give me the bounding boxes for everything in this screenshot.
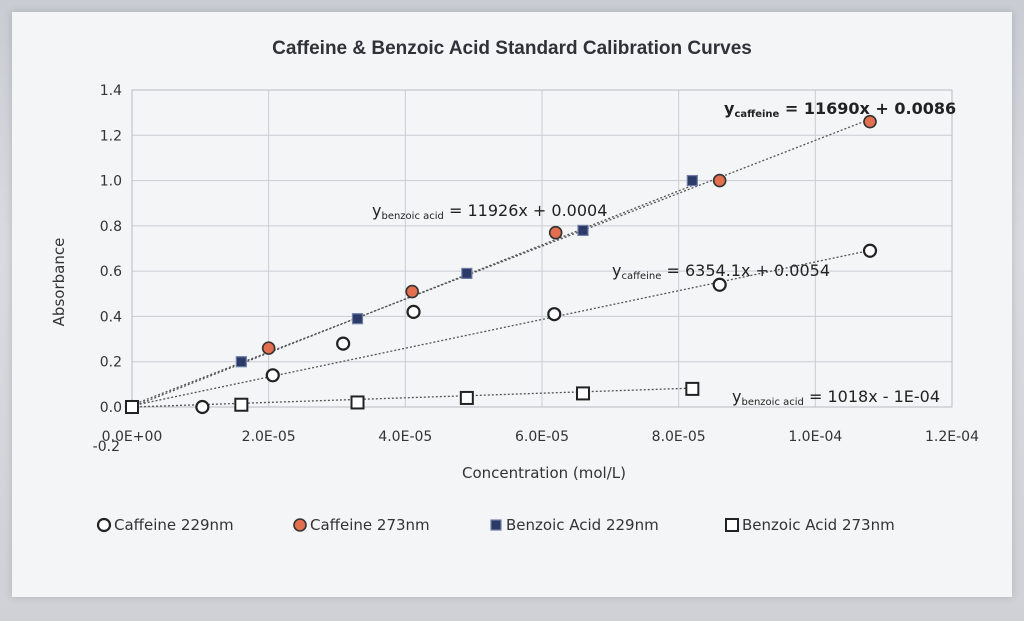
data-point bbox=[261, 341, 276, 355]
x-tick-label: 2.0E-05 bbox=[242, 429, 296, 445]
y-tick-label: 1.2 bbox=[100, 128, 122, 144]
legend-item-label: Benzoic Acid 273nm bbox=[742, 516, 895, 534]
data-point bbox=[350, 395, 365, 410]
y-tick-label: 0.2 bbox=[100, 355, 122, 371]
data-point bbox=[490, 519, 502, 531]
equation-label: ybenzoic acid = 11926x + 0.0004 bbox=[372, 201, 607, 222]
data-point bbox=[548, 225, 563, 240]
trendline bbox=[131, 249, 871, 407]
data-point bbox=[685, 381, 700, 396]
data-point bbox=[459, 390, 474, 405]
data-point bbox=[863, 114, 877, 129]
chart-title: Caffeine & Benzoic Acid Standard Calibra… bbox=[272, 38, 752, 59]
data-point bbox=[195, 399, 210, 415]
plot-frame bbox=[131, 89, 953, 408]
x-tick-label: 6.0E-05 bbox=[515, 429, 569, 445]
extra-tick-label: -0.2 bbox=[93, 439, 120, 455]
legend-item-label: Caffeine 229nm bbox=[114, 516, 234, 534]
data-point bbox=[96, 517, 112, 533]
chart-card: Caffeine & Benzoic Acid Standard Calibra… bbox=[12, 12, 1012, 597]
data-point bbox=[725, 518, 739, 532]
data-point bbox=[576, 386, 590, 401]
data-point bbox=[712, 277, 727, 292]
data-point bbox=[405, 284, 419, 299]
data-point bbox=[265, 368, 280, 383]
data-point bbox=[293, 518, 307, 532]
data-point bbox=[235, 356, 247, 368]
equation-label: ycaffeine = 11690x + 0.0086 bbox=[724, 99, 956, 120]
x-tick-label: 1.0E-04 bbox=[788, 429, 842, 445]
y-tick-label: 0.8 bbox=[100, 219, 122, 235]
y-tick-label: 0.6 bbox=[100, 264, 122, 280]
data-point bbox=[547, 307, 562, 322]
data-point bbox=[234, 397, 249, 412]
trendline bbox=[131, 387, 693, 408]
y-axis-label: Absorbance bbox=[50, 238, 68, 327]
y-tick-label: 1.4 bbox=[100, 83, 122, 99]
axes: 0.0 0.2 0.4 0.6 0.8 1.0 1.2 1.4 0.0E+00 2.0E-05 4.… bbox=[93, 83, 979, 455]
data-point bbox=[712, 173, 727, 188]
data-point bbox=[336, 336, 351, 351]
legend-item-label: Benzoic Acid 229nm bbox=[506, 516, 659, 534]
data-point bbox=[862, 243, 878, 258]
legend: Caffeine 229nm Caffeine 273nm Benzoic Acid… bbox=[96, 516, 895, 534]
data-point bbox=[686, 174, 698, 187]
equation-label: ybenzoic acid = 1018x - 1E-04 bbox=[732, 387, 940, 408]
legend-item-label: Caffeine 273nm bbox=[310, 516, 430, 534]
y-tick-label: 1.0 bbox=[100, 174, 122, 190]
x-tick-label: 8.0E-05 bbox=[652, 429, 706, 445]
x-tick-label: 4.0E-05 bbox=[378, 429, 432, 445]
y-tick-label: 0.0 bbox=[100, 400, 122, 416]
data-markers bbox=[124, 114, 878, 415]
y-tick-label: 0.4 bbox=[100, 309, 122, 325]
data-point bbox=[461, 267, 473, 280]
grid bbox=[131, 89, 953, 408]
data-point bbox=[351, 313, 364, 325]
equation-label: ycaffeine = 6354.1x + 0.0054 bbox=[612, 261, 830, 282]
x-tick-label: 0.0E+00 bbox=[102, 429, 163, 445]
data-point bbox=[125, 400, 139, 414]
equation-annotations: ycaffeine = 11690x + 0.0086 ybenzoic acid… bbox=[372, 99, 956, 408]
data-point bbox=[406, 304, 421, 319]
data-point bbox=[577, 224, 589, 236]
calibration-chart: Caffeine & Benzoic Acid Standard Calibra… bbox=[50, 38, 979, 534]
x-tick-label: 1.2E-04 bbox=[925, 429, 979, 445]
x-axis-label: Concentration (mol/L) bbox=[462, 464, 626, 482]
